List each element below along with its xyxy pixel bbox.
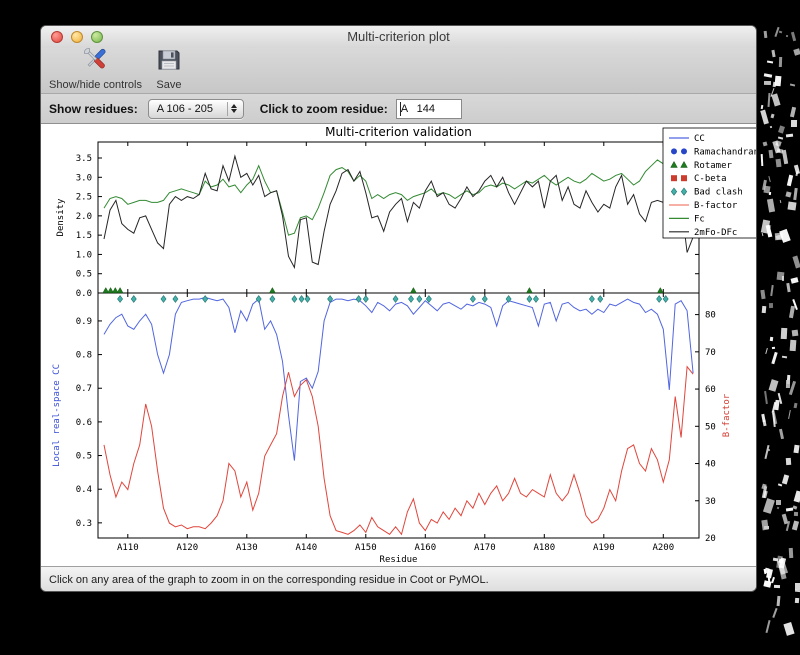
svg-text:Residue: Residue [380,555,418,565]
svg-text:A200: A200 [652,543,674,553]
zoom-residue-value: A 144 [400,102,435,115]
svg-text:A170: A170 [474,543,496,553]
svg-text:60: 60 [705,385,716,395]
svg-text:0.4: 0.4 [76,485,92,495]
svg-text:A140: A140 [295,543,317,553]
show-hide-controls-button[interactable]: Show/hide controls [49,48,142,91]
residue-range-select[interactable]: A 106 - 205 [147,98,244,119]
svg-text:B-factor: B-factor [722,393,732,437]
svg-text:1.0: 1.0 [76,250,92,260]
app-window: Multi-criterion plot [40,25,757,592]
svg-text:20: 20 [705,534,716,544]
zoom-residue-label: Click to zoom residue: [259,101,388,116]
text-caret [399,101,401,116]
multi-criterion-plot-canvas[interactable]: 0.0 0.5 1.0 1.5 2.0 2.5 3.0 3.5 Density 0.3 0.4 0.5… [41,124,757,566]
marker-row-bad-clash [117,295,669,303]
svg-text:40: 40 [705,460,716,470]
svg-text:50: 50 [705,422,716,432]
torn-edge-artifact [757,0,800,655]
svg-text:Ramachandran: Ramachandran [694,147,757,157]
svg-text:A160: A160 [414,543,436,553]
svg-text:0.6: 0.6 [76,418,92,428]
bottom-panel: 0.3 0.4 0.5 0.6 0.7 0.8 0.9 20 30 40 50 60 70 80 A110 A… [52,287,732,565]
svg-text:A150: A150 [355,543,377,553]
save-button[interactable]: Save [156,49,182,91]
svg-text:Local real-space CC: Local real-space CC [52,364,62,467]
svg-text:2.5: 2.5 [76,193,92,203]
stepper-arrows-icon [226,101,241,116]
marker-row-rotamer [102,287,664,294]
svg-text:A130: A130 [236,543,258,553]
svg-text:0.0: 0.0 [76,289,92,299]
svg-text:0.5: 0.5 [76,452,92,462]
minimize-button[interactable] [71,31,83,43]
window-title: Multi-criterion plot [347,29,450,44]
svg-text:B-factor: B-factor [694,201,738,211]
top-panel: 0.0 0.5 1.0 1.5 2.0 2.5 3.0 3.5 Density [56,141,700,299]
plot-figure[interactable]: 0.0 0.5 1.0 1.5 2.0 2.5 3.0 3.5 Density 0.3 0.4 0.5… [41,124,757,566]
svg-text:C-beta: C-beta [694,174,727,184]
svg-text:30: 30 [705,497,716,507]
svg-text:A190: A190 [593,543,615,553]
save-icon [156,47,182,78]
zoom-residue-input[interactable]: A 144 [395,98,462,119]
svg-text:Density: Density [56,198,66,237]
show-hide-controls-label: Show/hide controls [49,79,142,91]
svg-text:0.7: 0.7 [76,384,92,394]
svg-text:1.5: 1.5 [76,231,92,241]
svg-text:0.3: 0.3 [76,519,92,529]
svg-text:Rotamer: Rotamer [694,161,733,171]
svg-text:0.9: 0.9 [76,317,92,327]
svg-text:A120: A120 [176,543,198,553]
svg-text:CC: CC [694,134,705,144]
svg-text:0.5: 0.5 [76,270,92,280]
svg-text:Multi-criterion validation: Multi-criterion validation [325,125,472,139]
svg-text:A110: A110 [117,543,139,553]
svg-text:2mFo-DFc: 2mFo-DFc [694,228,737,238]
svg-text:A180: A180 [533,543,555,553]
title-bar[interactable]: Multi-criterion plot [41,26,756,49]
svg-text:2.0: 2.0 [76,212,92,222]
save-label: Save [156,79,182,91]
svg-text:3.0: 3.0 [76,173,92,183]
toolbar: Show/hide controls Save [41,48,756,94]
svg-text:80: 80 [705,311,716,321]
close-button[interactable] [51,31,63,43]
controls-row: Show residues: A 106 - 205 Click to zoom… [41,94,756,124]
tools-icon [80,45,110,78]
legend: CC Ramachandran Rotamer C-beta Bad clash B-fa… [662,127,757,239]
svg-text:Bad clash: Bad clash [694,188,743,198]
show-residues-label: Show residues: [49,101,138,116]
svg-text:Fc: Fc [694,214,705,224]
status-text: Click on any area of the graph to zoom i… [49,574,489,586]
residue-range-value: A 106 - 205 [156,102,213,115]
zoom-button[interactable] [91,31,103,43]
svg-text:70: 70 [705,348,716,358]
svg-text:0.8: 0.8 [76,351,92,361]
status-bar: Click on any area of the graph to zoom i… [41,566,756,591]
svg-text:3.5: 3.5 [76,154,92,164]
